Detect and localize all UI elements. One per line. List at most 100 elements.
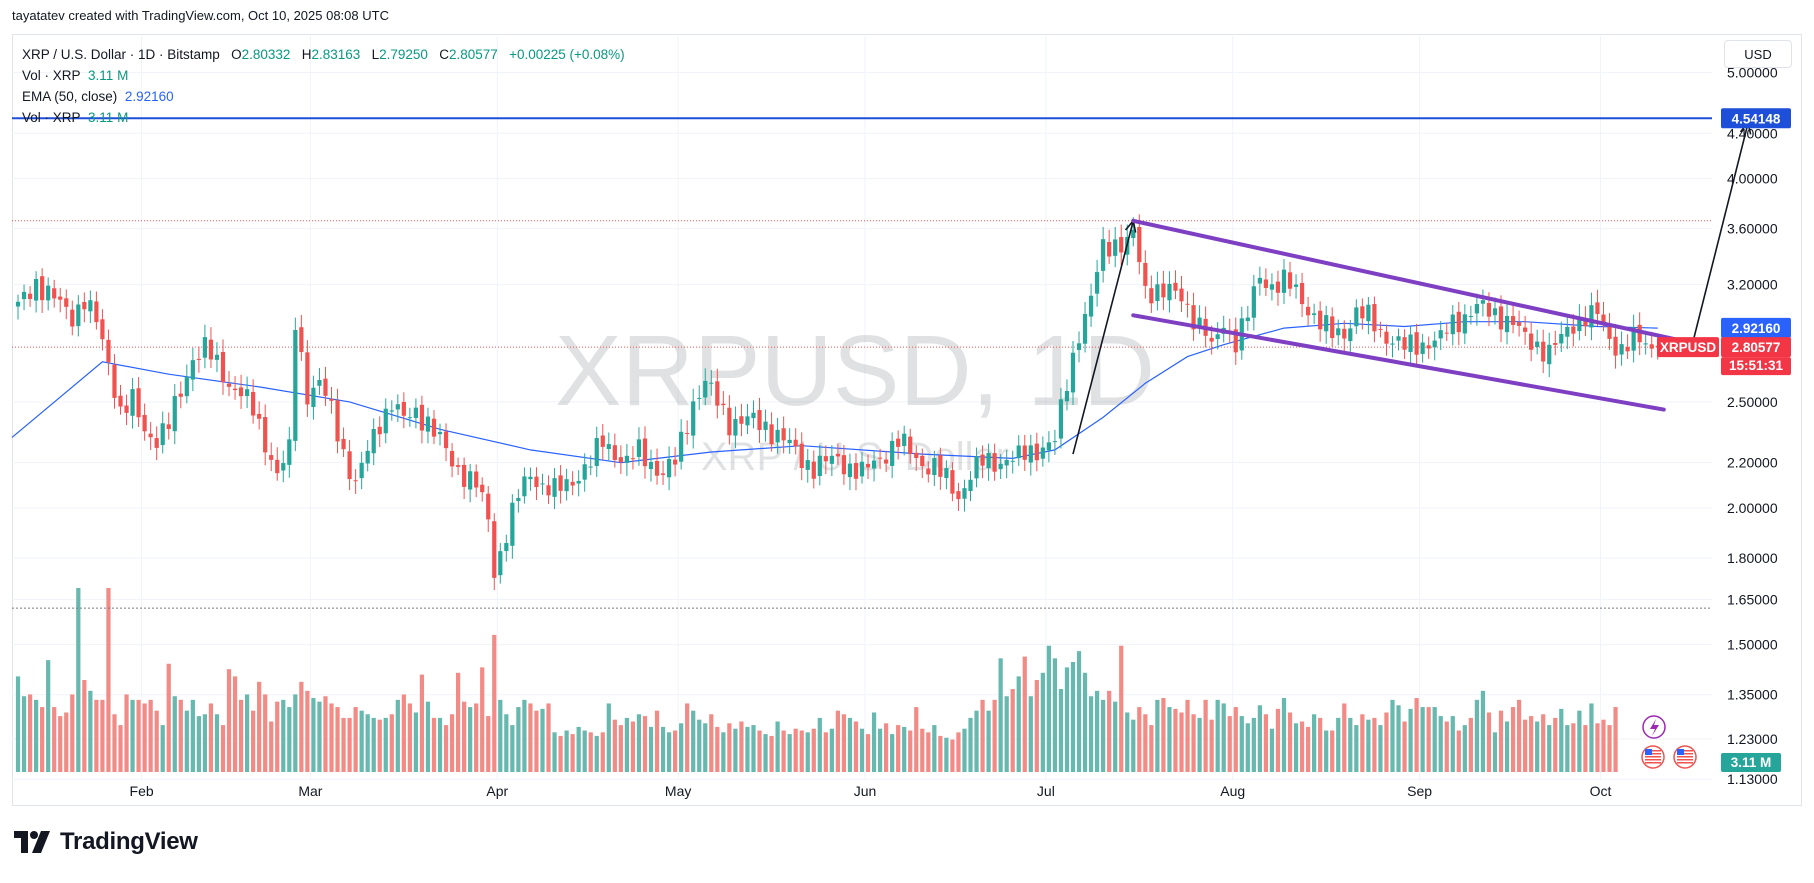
candle (528, 467, 533, 491)
candle-body (552, 478, 557, 497)
volume-bar (745, 726, 750, 772)
volume-bar (136, 699, 141, 772)
volume-bar (257, 681, 262, 772)
candle-body (492, 521, 497, 578)
candle-body (558, 475, 563, 491)
candle (1324, 305, 1329, 344)
volume-bar (504, 714, 509, 772)
candle-body (1185, 303, 1190, 305)
volume-bar (1185, 699, 1190, 772)
candle (21, 284, 27, 311)
volume-bar (34, 699, 39, 772)
volume-bar (805, 732, 810, 772)
candle-body (1336, 328, 1341, 336)
volume-bar (1402, 721, 1407, 772)
candle (763, 409, 768, 442)
candle-body (709, 382, 714, 384)
legend-volume-row[interactable]: Vol · XRP 3.11 M (22, 65, 625, 86)
volume-bar (377, 719, 382, 772)
candle (1287, 261, 1293, 297)
candle (1378, 321, 1383, 338)
candle (184, 364, 189, 404)
volume-bar (1384, 712, 1389, 772)
candle-body (1474, 304, 1480, 314)
candle (1215, 322, 1220, 350)
volume-bar (709, 714, 714, 772)
candle (1420, 333, 1425, 363)
grid-lines (12, 36, 1712, 780)
candle (890, 432, 895, 479)
candle-body (498, 551, 503, 576)
candle-body (703, 380, 708, 398)
volume-bar (106, 588, 111, 772)
volume-bar (1137, 707, 1142, 772)
candle (1450, 304, 1455, 346)
volume-bar (220, 725, 226, 772)
volume-bar (1601, 719, 1606, 772)
volume-bar (317, 701, 322, 772)
volume-bar (172, 696, 177, 772)
candle (709, 370, 714, 396)
candle (208, 327, 214, 368)
volume-bar (1426, 707, 1431, 772)
candle-body (407, 417, 412, 419)
volume-bar (232, 676, 238, 772)
candle-body (419, 404, 425, 431)
candle-body (431, 418, 437, 437)
candle (1553, 330, 1558, 356)
candle-body (1402, 337, 1407, 350)
volume-bar (950, 739, 955, 772)
candle-body (914, 452, 919, 459)
candle (1107, 229, 1112, 264)
candle-body (401, 401, 406, 416)
volume-bar (1088, 696, 1094, 772)
candle (480, 477, 485, 502)
candle-body (751, 412, 756, 419)
candle-body (1233, 329, 1238, 353)
candle-body (974, 456, 979, 479)
volume-bar (902, 726, 907, 772)
legend-open-value: 2.80332 (241, 47, 291, 62)
candle (829, 445, 834, 477)
candle-body (606, 444, 611, 450)
candle (1474, 293, 1480, 326)
candle (1094, 259, 1100, 307)
candle (1330, 307, 1335, 348)
candle-body (40, 276, 45, 301)
volume-bar (1348, 717, 1353, 772)
volume-bar (558, 735, 563, 772)
volume-bar (1227, 716, 1232, 772)
volume-bar (70, 694, 75, 772)
volume-bar (528, 703, 533, 772)
candle-body (648, 461, 654, 470)
candle-body (353, 480, 358, 482)
volume-bar (859, 728, 865, 772)
candle-body (281, 463, 286, 471)
candle-body (1088, 295, 1094, 317)
candle (1444, 323, 1449, 342)
volume-bar (896, 725, 901, 772)
candle-body (1547, 344, 1552, 365)
flag-stripe (1645, 756, 1661, 758)
candle (1613, 324, 1618, 369)
candle (516, 489, 521, 513)
candle-body (673, 459, 678, 465)
candle (968, 471, 973, 502)
legend-ema-row[interactable]: EMA (50, close) 2.92160 (22, 86, 625, 107)
volume-bar (920, 728, 925, 772)
volume-bar (263, 694, 268, 772)
candle (1541, 329, 1546, 374)
volume-bar (908, 730, 913, 772)
volume-bar (1354, 725, 1359, 772)
volume-bar (606, 703, 611, 772)
legend-symbol[interactable]: XRP / U.S. Dollar · 1D · Bitstamp (22, 47, 220, 62)
currency-button[interactable]: USD (1724, 40, 1792, 68)
candle-body (980, 454, 985, 466)
candle-body (877, 457, 883, 459)
legend-volume2-row[interactable]: Vol · XRP 3.11 M (22, 107, 625, 128)
candle-body (1523, 327, 1528, 332)
price-axis-tick-label: 1.13000 (1727, 771, 1778, 787)
candle (594, 426, 599, 477)
volume-bar (594, 735, 599, 772)
